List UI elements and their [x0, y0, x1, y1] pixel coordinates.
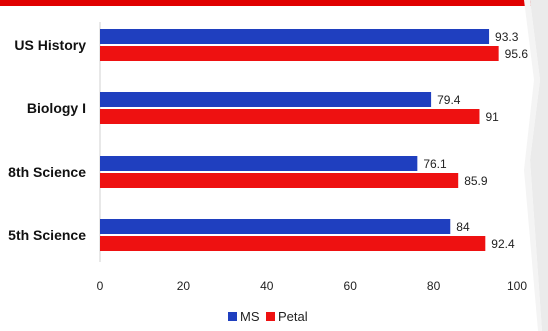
- bar-ms: [100, 219, 451, 234]
- x-tick-label: 60: [344, 279, 358, 293]
- category-label: Biology I: [27, 100, 86, 116]
- data-label: 79.4: [437, 93, 461, 107]
- category-label: US History: [14, 37, 86, 53]
- legend-swatch-petal: [266, 312, 275, 321]
- category-label: 5th Science: [8, 227, 86, 243]
- data-label: 95.6: [505, 47, 529, 61]
- bar-petal: [100, 109, 480, 124]
- legend-swatch-ms: [228, 312, 237, 321]
- bar-ms: [100, 29, 490, 44]
- data-label: 84: [456, 220, 470, 234]
- data-label: 85.9: [464, 174, 488, 188]
- bar-petal: [100, 173, 459, 188]
- x-tick-label: 0: [97, 279, 104, 293]
- category-label: 8th Science: [8, 164, 86, 180]
- x-tick-label: 100: [507, 279, 527, 293]
- bar-petal: [100, 236, 486, 251]
- data-label: 93.3: [495, 30, 519, 44]
- legend-label-petal: Petal: [278, 309, 308, 324]
- legend-label-ms: MS: [240, 309, 260, 324]
- bar-ms: [100, 156, 418, 171]
- top-accent-bar: [0, 0, 548, 6]
- decorative-side-panel: [524, 0, 548, 331]
- x-tick-label: 80: [427, 279, 441, 293]
- data-label: 92.4: [491, 237, 515, 251]
- x-tick-label: 20: [177, 279, 191, 293]
- bar-petal: [100, 46, 499, 61]
- data-label: 91: [485, 110, 499, 124]
- x-tick-label: 40: [260, 279, 274, 293]
- data-label: 76.1: [423, 157, 447, 171]
- bar-ms: [100, 92, 432, 107]
